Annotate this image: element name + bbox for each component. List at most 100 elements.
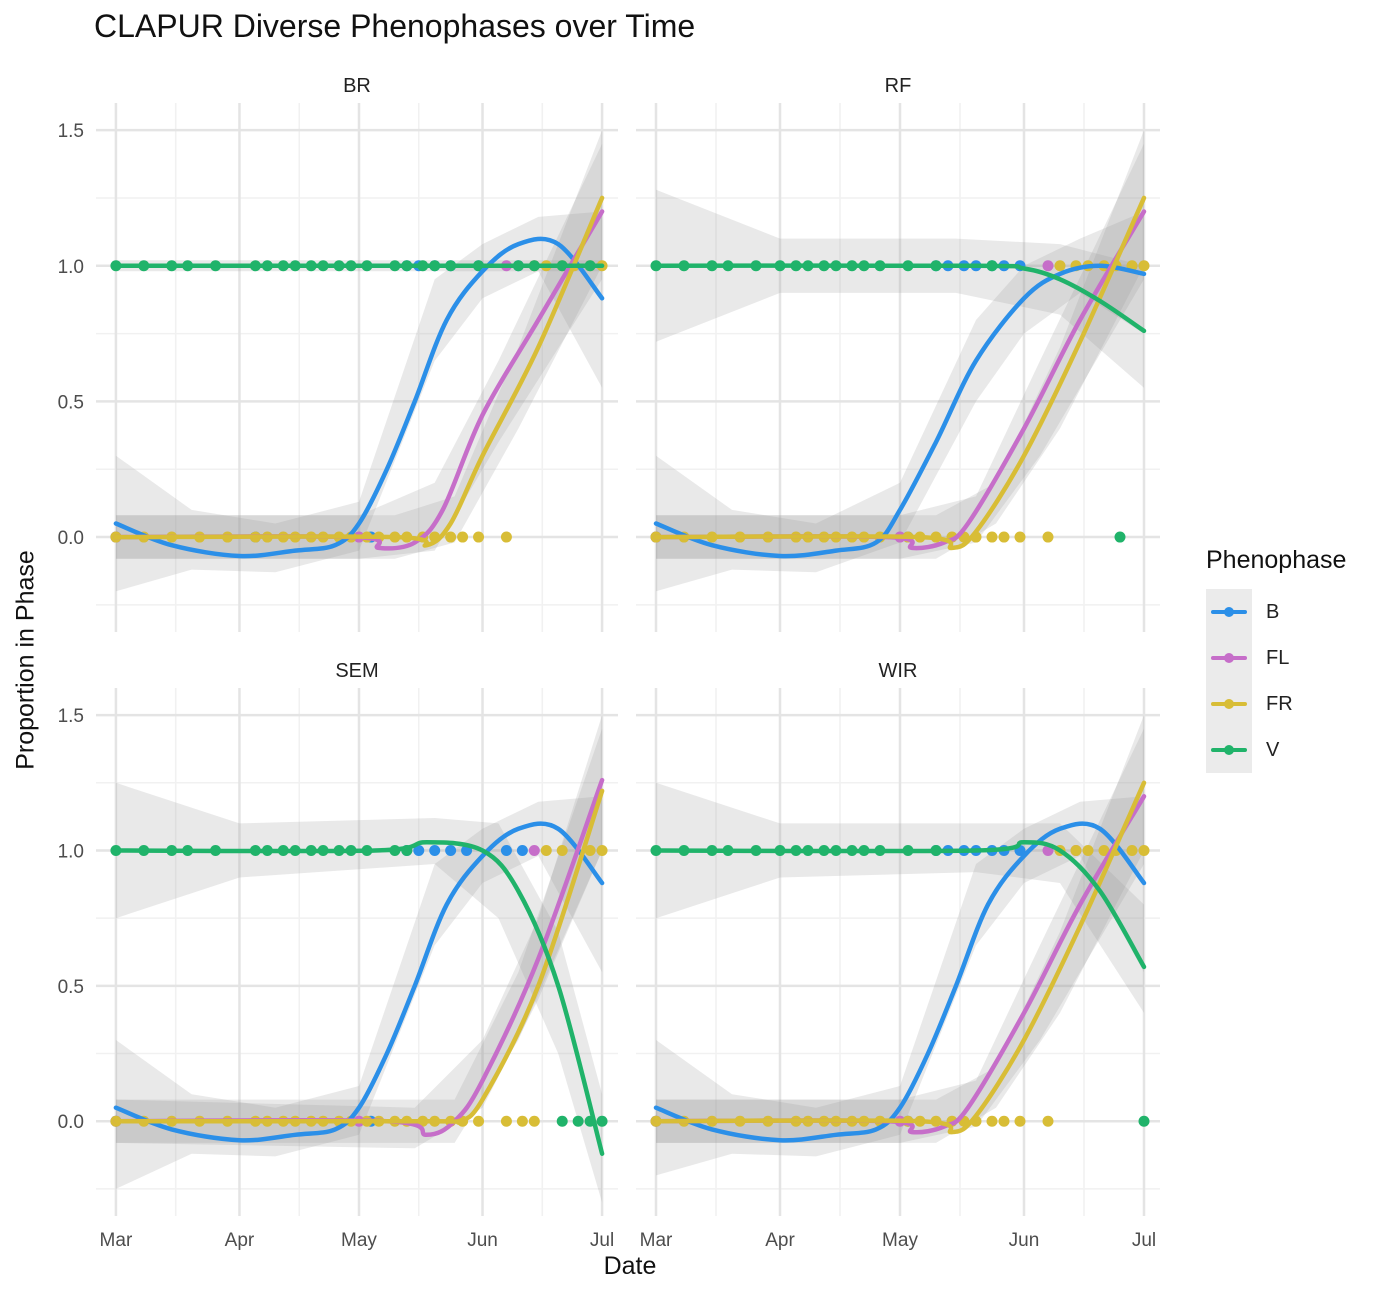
data-point-fr: [986, 531, 998, 543]
data-point-fr: [1126, 844, 1138, 856]
data-point-fr: [473, 1115, 485, 1127]
legend: Phenophase B FL FR V: [1206, 546, 1346, 773]
confidence-band-v: [656, 189, 1144, 388]
confidence-band-fr: [656, 715, 1144, 1143]
facet-wir: WIR Mar Apr May Jun Jul: [636, 660, 1160, 1251]
legend-label-v: V: [1266, 738, 1280, 761]
data-point-fr: [998, 1115, 1010, 1127]
data-point-fr: [1042, 1115, 1054, 1127]
data-point-fr: [596, 844, 608, 856]
data-point-fr: [1014, 1115, 1026, 1127]
y-axis-label: Proportion in Phase: [11, 550, 40, 770]
confidence-band-fr: [115, 728, 603, 1143]
legend-label-b: B: [1266, 600, 1280, 623]
confidence-band-fr: [656, 130, 1144, 559]
smooth-line-fr: [653, 195, 1147, 551]
smooth-line-b: [113, 821, 605, 1143]
data-point-v: [572, 1115, 584, 1127]
x-tick-label: May: [341, 1230, 377, 1251]
legend-entry-v: V: [1206, 727, 1346, 773]
y-tick-label: 1.5: [58, 706, 84, 727]
x-tick-label: Apr: [225, 1230, 255, 1251]
data-point-fr: [1014, 531, 1026, 543]
x-tick-label: Jul: [590, 1230, 614, 1251]
legend-title: Phenophase: [1206, 546, 1347, 574]
x-tick-label: Mar: [100, 1230, 133, 1251]
x-tick-label: Mar: [640, 1230, 673, 1251]
facet-strip-label: RF: [885, 75, 912, 97]
data-point-fr: [556, 844, 568, 856]
legend-key-b: [1206, 589, 1252, 635]
y-tick-label: 1.0: [58, 257, 84, 278]
data-point-v: [1114, 531, 1126, 543]
data-point-fr: [1082, 844, 1094, 856]
legend-label-fr: FR: [1266, 692, 1293, 715]
y-tick-label: 1.0: [58, 841, 84, 862]
facet-rf: RF: [636, 75, 1160, 632]
facet-strip-label: SEM: [335, 660, 378, 682]
smooth-line-fr: [653, 780, 1147, 1135]
data-point-fr: [1098, 844, 1110, 856]
data-point-fr: [1070, 844, 1082, 856]
data-point-v: [1138, 1115, 1150, 1127]
x-tick-label: May: [882, 1230, 918, 1251]
confidence-band-b: [115, 211, 603, 592]
y-tick-label: 0.0: [58, 528, 84, 549]
confidence-band-b: [656, 211, 1144, 592]
data-point-fl: [1042, 260, 1054, 272]
confidence-band-fr: [115, 130, 603, 559]
confidence-band-b: [656, 796, 1144, 1176]
y-tick-label: 0.5: [58, 392, 84, 413]
facet-sem: SEM 0.0 0.5 1.0 1.5 Mar Apr May Jun Jul: [58, 660, 618, 1251]
smooth-line-fr: [113, 195, 605, 548]
legend-key-fr: [1206, 681, 1252, 727]
data-point-fr: [584, 844, 596, 856]
data-point-b: [445, 844, 457, 856]
data-point-fr: [528, 1115, 540, 1127]
smooth-line-v: [113, 840, 605, 1156]
data-point-fr: [500, 1115, 512, 1127]
smooth-line-fr: [113, 788, 605, 1126]
data-point-fl: [528, 844, 540, 856]
legend-key-fl: [1206, 635, 1252, 681]
chart-title: CLAPUR Diverse Phenophases over Time: [94, 8, 696, 44]
smooth-line-v: [653, 263, 1147, 334]
x-tick-label: Jun: [467, 1230, 498, 1251]
data-point-fr: [457, 531, 469, 543]
data-point-b: [500, 844, 512, 856]
data-point-fr: [516, 1115, 528, 1127]
x-axis-label: Date: [603, 1252, 657, 1280]
smooth-line-b: [653, 821, 1147, 1143]
data-point-v: [596, 1115, 608, 1127]
data-point-fr: [500, 531, 512, 543]
data-point-fr: [540, 844, 552, 856]
confidence-band-v: [115, 782, 603, 1203]
data-point-b: [429, 844, 441, 856]
data-point-v: [556, 1115, 568, 1127]
data-point-fr: [445, 531, 457, 543]
data-point-fr: [1138, 260, 1150, 272]
data-point-fr: [473, 531, 485, 543]
data-point-fr: [1138, 844, 1150, 856]
data-point-fr: [998, 531, 1010, 543]
legend-entry-fl: FL: [1206, 635, 1346, 681]
legend-entry-b: B: [1206, 589, 1346, 635]
legend-key-v: [1206, 727, 1252, 773]
facet-strip-label: WIR: [879, 660, 918, 682]
smooth-line-b: [653, 263, 1147, 559]
data-point-fr: [1054, 260, 1066, 272]
x-tick-label: Jul: [1132, 1230, 1156, 1251]
data-point-fr: [1042, 531, 1054, 543]
x-tick-label: Apr: [765, 1230, 795, 1251]
smooth-line-v: [653, 840, 1147, 970]
data-point-b: [516, 844, 528, 856]
facet-strip-label: BR: [343, 75, 371, 97]
facet-br: BR 0.0 0.5 1.0 1.5: [58, 75, 618, 632]
legend-label-fl: FL: [1266, 646, 1290, 669]
y-tick-label: 0.5: [58, 977, 84, 998]
y-tick-label: 0.0: [58, 1112, 84, 1133]
y-tick-label: 1.5: [58, 121, 84, 142]
x-tick-label: Jun: [1009, 1230, 1040, 1251]
confidence-band-fl: [115, 715, 603, 1149]
